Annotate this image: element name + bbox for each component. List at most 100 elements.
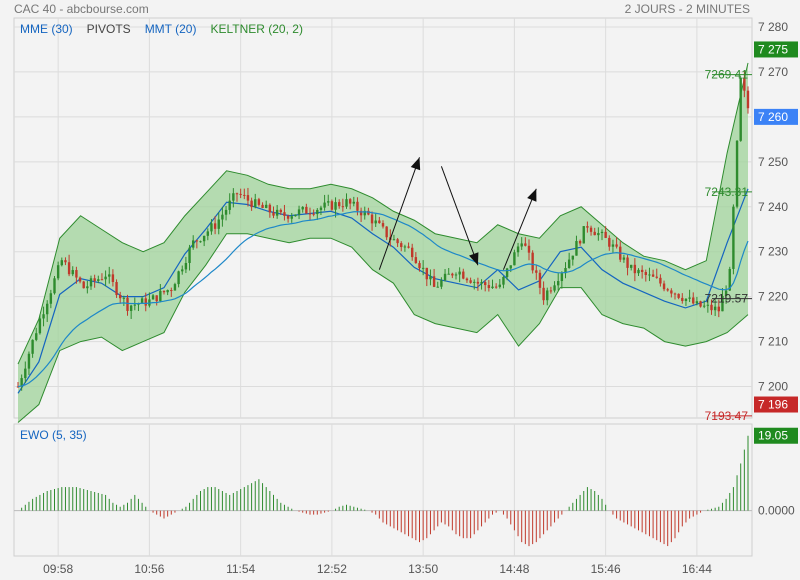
candle-body — [290, 216, 293, 219]
candle-body — [275, 209, 279, 216]
ewo-value-label: 19.05 — [758, 429, 788, 443]
candle-body — [666, 289, 669, 291]
candle-body — [440, 280, 443, 287]
candle-body — [721, 295, 724, 312]
candle-body — [462, 271, 465, 279]
candle-body — [443, 273, 447, 281]
y-tick-label: 7 210 — [758, 335, 788, 349]
candle-body — [173, 284, 177, 291]
candle-body — [199, 241, 202, 243]
candle-body — [137, 303, 140, 305]
candle-body — [630, 264, 633, 268]
candle-body — [662, 283, 666, 290]
candle-body — [385, 226, 388, 238]
candle-body — [557, 281, 560, 286]
ewo-value-tag — [754, 427, 798, 444]
y-tick-label: 7 250 — [758, 155, 788, 169]
candle-body — [447, 273, 450, 275]
candle-body — [454, 274, 458, 276]
y-tick-label: 7 270 — [758, 65, 788, 79]
candle-body — [64, 260, 67, 263]
candle-body — [82, 281, 85, 289]
candle-body — [688, 297, 691, 299]
legend-mmt[interactable]: MMT (20) — [144, 22, 197, 36]
pivot-label: 7269.41 — [705, 68, 749, 82]
candle-body — [60, 260, 63, 266]
candle-body — [367, 210, 370, 215]
candle-body — [89, 278, 93, 287]
candle-body — [279, 209, 282, 213]
period-label[interactable]: 2 JOURS - 2 MINUTES — [624, 2, 750, 16]
candle-body — [546, 290, 549, 301]
candle-body — [695, 301, 699, 304]
candle-body — [341, 206, 345, 208]
indicator-legend: MME (30) PIVOTS MMT (20) KELTNER (20, 2) — [20, 22, 303, 36]
trend-arrow-head — [527, 188, 537, 202]
keltner-band — [18, 62, 748, 423]
candle-body — [484, 282, 487, 286]
candle-body — [516, 246, 520, 253]
candle-body — [308, 213, 312, 215]
candle-body — [363, 210, 366, 216]
candle-body — [111, 274, 115, 282]
candle-body — [542, 287, 545, 301]
trend-arrow-head — [469, 252, 479, 266]
price-tag — [754, 396, 798, 413]
candle-body — [56, 265, 60, 279]
candle-body — [637, 269, 640, 274]
candle-body — [97, 279, 100, 281]
candle-body — [403, 246, 407, 248]
candle-body — [553, 285, 556, 291]
candle-body — [104, 276, 107, 280]
candle-body — [46, 303, 49, 315]
candle-body — [228, 200, 231, 210]
candle-body — [673, 293, 677, 295]
ewo-label[interactable]: EWO (5, 35) — [20, 428, 87, 442]
candle-body — [20, 378, 23, 387]
candle-body — [659, 277, 662, 284]
candle-body — [334, 202, 337, 210]
candle-body — [49, 293, 53, 304]
price-tag-label: 7 275 — [758, 42, 788, 56]
candle-body — [378, 220, 381, 224]
candle-body — [316, 209, 319, 215]
candle-body — [356, 201, 359, 211]
candle-body — [235, 193, 239, 195]
legend-mme[interactable]: MME (30) — [20, 22, 73, 36]
candle-body — [162, 290, 166, 293]
y-tick-label: 7 220 — [758, 290, 788, 304]
candle-body — [100, 279, 104, 281]
candle-body — [159, 290, 162, 302]
candle-body — [604, 231, 607, 238]
candle-body — [524, 243, 527, 246]
keltner-upper — [17, 62, 749, 365]
candle-body — [713, 306, 717, 311]
candle-body — [487, 285, 491, 289]
y-tick-label: 7 230 — [758, 245, 788, 259]
candle-body — [71, 270, 74, 275]
trend-arrow — [440, 166, 479, 266]
candle-body — [330, 201, 334, 210]
candle-body — [370, 214, 374, 224]
candle-body — [451, 273, 454, 276]
candle-body — [743, 77, 746, 91]
candle-body — [717, 306, 720, 312]
candle-body — [188, 247, 191, 264]
candle-body — [692, 297, 695, 304]
candle-body — [301, 206, 304, 210]
candle-body — [633, 264, 637, 274]
candle-body — [670, 290, 673, 294]
candle-body — [257, 199, 261, 205]
candle-body — [677, 293, 680, 298]
legend-pivots[interactable]: PIVOTS — [86, 22, 131, 36]
candle-body — [535, 270, 538, 273]
candle-body — [108, 274, 111, 277]
candle-body — [513, 252, 516, 266]
candle-body — [42, 314, 45, 319]
candle-body — [144, 298, 147, 306]
candle-body — [425, 267, 428, 280]
candle-body — [644, 271, 647, 276]
legend-keltner[interactable]: KELTNER (20, 2) — [210, 22, 303, 36]
y-tick-label: 7 280 — [758, 20, 788, 34]
